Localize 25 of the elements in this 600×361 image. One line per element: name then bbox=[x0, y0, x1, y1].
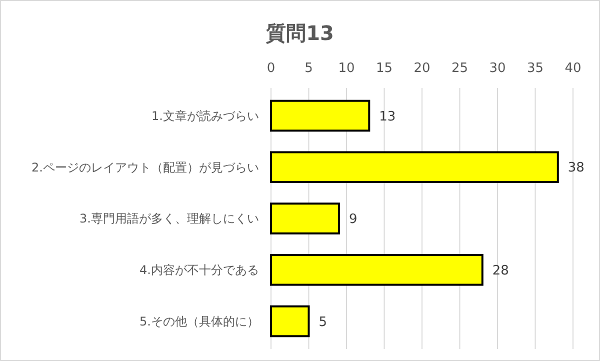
x-tick-label: 10 bbox=[338, 61, 355, 76]
y-tick-label: 4.内容が不十分である bbox=[140, 263, 259, 278]
bar bbox=[270, 305, 310, 338]
y-tick-label: 2.ページのレイアウト（配置）が見づらい bbox=[32, 160, 259, 174]
data-label: 5 bbox=[318, 314, 328, 330]
x-tick-label: 35 bbox=[526, 61, 544, 76]
x-tick-label: 5 bbox=[304, 61, 313, 76]
x-tick-label: 20 bbox=[414, 61, 430, 76]
y-tick-label: 3.専門用語が多く、理解しにくい bbox=[80, 212, 259, 226]
data-label: 38 bbox=[568, 160, 584, 176]
x-tick-label: 25 bbox=[451, 61, 468, 76]
y-tick-label: 5.その他（具体的に） bbox=[140, 314, 259, 328]
data-label: 28 bbox=[492, 263, 509, 278]
y-tick-label: 1.文章が読みづらい bbox=[152, 108, 259, 123]
x-tick-label: 30 bbox=[489, 61, 506, 76]
bar bbox=[270, 254, 484, 286]
bar bbox=[270, 151, 559, 184]
bar bbox=[270, 202, 340, 234]
x-tick-label: 40 bbox=[564, 61, 582, 76]
x-tick-label: 15 bbox=[376, 61, 393, 76]
x-tick-label: 0 bbox=[266, 61, 276, 76]
data-label: 9 bbox=[348, 212, 358, 228]
data-label: 13 bbox=[379, 109, 396, 124]
bar bbox=[270, 100, 370, 132]
chart-title: 質問13 bbox=[265, 21, 334, 45]
